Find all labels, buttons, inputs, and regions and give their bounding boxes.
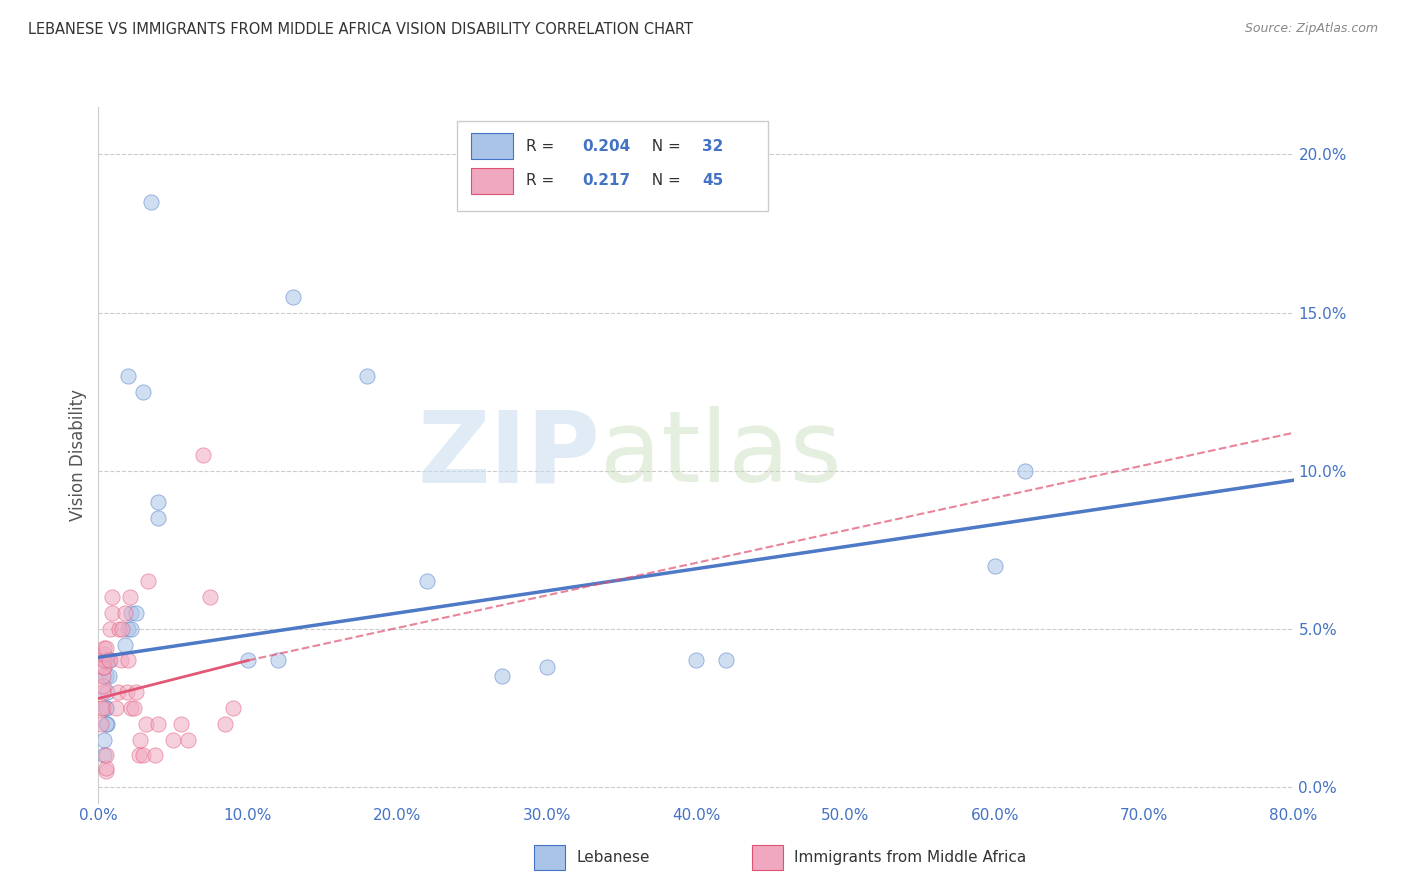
- Point: [107, 685, 129, 699]
- Point: [267, 653, 290, 667]
- Point: [94, 701, 117, 715]
- Point: [94, 716, 117, 731]
- Point: [91, 669, 114, 683]
- Point: [101, 591, 124, 605]
- Point: [118, 591, 141, 605]
- Point: [984, 558, 1007, 573]
- Point: [132, 384, 155, 399]
- Point: [94, 761, 117, 775]
- Point: [191, 448, 214, 462]
- Point: [128, 748, 150, 763]
- Point: [129, 732, 152, 747]
- Point: [177, 732, 200, 747]
- Point: [139, 194, 162, 209]
- Y-axis label: Vision Disability: Vision Disability: [69, 389, 87, 521]
- Point: [100, 653, 122, 667]
- Point: [120, 701, 142, 715]
- Point: [214, 716, 236, 731]
- Point: [94, 669, 117, 683]
- Point: [162, 732, 184, 747]
- FancyBboxPatch shape: [471, 133, 513, 159]
- Point: [143, 748, 166, 763]
- Text: LEBANESE VS IMMIGRANTS FROM MIDDLE AFRICA VISION DISABILITY CORRELATION CHART: LEBANESE VS IMMIGRANTS FROM MIDDLE AFRIC…: [28, 22, 693, 37]
- Point: [491, 669, 513, 683]
- Text: ZIP: ZIP: [418, 407, 600, 503]
- Point: [97, 669, 120, 683]
- Point: [96, 716, 118, 731]
- Point: [117, 653, 139, 667]
- Point: [125, 606, 148, 620]
- Point: [117, 622, 139, 636]
- Point: [124, 701, 146, 715]
- Text: N =: N =: [643, 173, 686, 188]
- Point: [93, 640, 115, 655]
- Text: Lebanese: Lebanese: [576, 850, 650, 864]
- Point: [91, 701, 114, 715]
- Point: [685, 653, 707, 667]
- Text: atlas: atlas: [600, 407, 842, 503]
- Point: [108, 622, 131, 636]
- FancyBboxPatch shape: [471, 168, 513, 194]
- Point: [94, 653, 117, 667]
- Point: [110, 653, 132, 667]
- Point: [101, 606, 124, 620]
- Text: R =: R =: [526, 173, 564, 188]
- FancyBboxPatch shape: [457, 121, 768, 211]
- Point: [94, 764, 117, 779]
- Point: [93, 647, 115, 661]
- Text: Source: ZipAtlas.com: Source: ZipAtlas.com: [1244, 22, 1378, 36]
- Point: [356, 368, 378, 383]
- Text: 0.204: 0.204: [582, 138, 631, 153]
- Text: 0.217: 0.217: [582, 173, 630, 188]
- Point: [169, 716, 191, 731]
- Point: [714, 653, 737, 667]
- Point: [222, 701, 245, 715]
- Point: [94, 748, 117, 763]
- Point: [97, 653, 120, 667]
- Point: [132, 748, 155, 763]
- Point: [93, 660, 115, 674]
- Point: [135, 716, 157, 731]
- Point: [536, 660, 558, 674]
- Point: [236, 653, 259, 667]
- Text: N =: N =: [643, 138, 686, 153]
- Point: [416, 574, 439, 589]
- Text: Immigrants from Middle Africa: Immigrants from Middle Africa: [794, 850, 1026, 864]
- Point: [93, 732, 115, 747]
- Point: [96, 685, 118, 699]
- Point: [90, 701, 112, 715]
- Point: [94, 640, 117, 655]
- Point: [200, 591, 222, 605]
- Point: [136, 574, 159, 589]
- Text: R =: R =: [526, 138, 560, 153]
- Point: [120, 606, 142, 620]
- Point: [91, 679, 114, 693]
- Point: [1014, 464, 1036, 478]
- Text: 32: 32: [702, 138, 723, 153]
- Point: [111, 622, 134, 636]
- Point: [91, 685, 114, 699]
- Point: [115, 685, 138, 699]
- Point: [148, 495, 170, 509]
- Point: [105, 701, 128, 715]
- Point: [120, 622, 142, 636]
- Point: [94, 701, 117, 715]
- Point: [281, 290, 304, 304]
- Point: [125, 685, 148, 699]
- Point: [91, 660, 114, 674]
- Point: [148, 511, 170, 525]
- Point: [100, 622, 122, 636]
- Point: [93, 748, 115, 763]
- Text: 45: 45: [702, 173, 723, 188]
- Point: [114, 606, 136, 620]
- Point: [148, 716, 170, 731]
- Point: [114, 638, 136, 652]
- Point: [90, 716, 112, 731]
- Point: [117, 368, 139, 383]
- Point: [93, 653, 115, 667]
